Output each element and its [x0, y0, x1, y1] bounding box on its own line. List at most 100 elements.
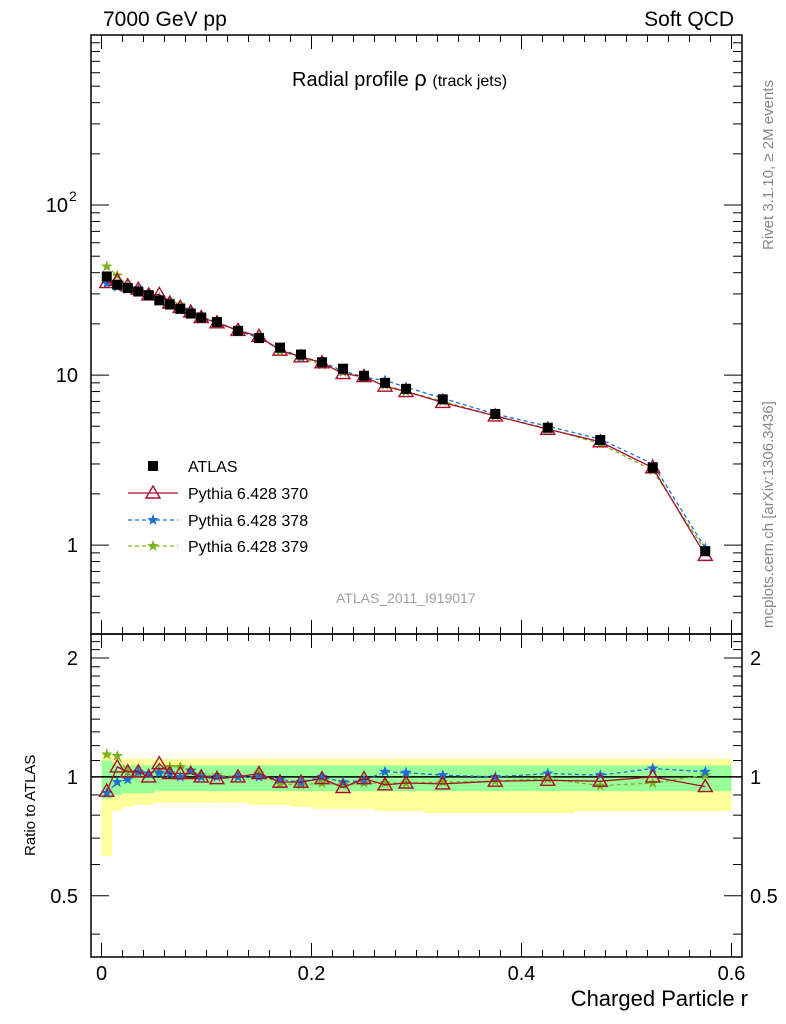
y-tick-exponent: 2: [69, 188, 77, 204]
legend-marker-pythia-6-428-370: [144, 484, 162, 499]
chart-title-sub: (track jets): [432, 73, 508, 90]
ratio-y-tick-label-right: 0.5: [750, 886, 778, 908]
ratio-point-pythia-6-428-379: [101, 748, 113, 760]
legend-label-atlas: ATLAS: [188, 459, 238, 476]
ratio-point-pythia-6-428-378: [153, 766, 165, 778]
ratio-point-pythia-6-428-378: [111, 776, 123, 787]
ratio-point-pythia-6-428-378: [379, 765, 391, 777]
ratio-point-pythia-6-428-370: [182, 765, 199, 780]
ratio-point-pythia-6-428-370: [161, 765, 178, 780]
ratio-y-tick-label: 0.5: [50, 886, 78, 908]
ratio-line-pythia-6-428-370: [106, 762, 706, 792]
x-tick-label: 0: [96, 963, 107, 985]
ratio-point-pythia-6-428-370: [644, 768, 661, 783]
data-point-atlas: [143, 290, 154, 301]
ratio-point-pythia-6-428-378: [274, 773, 286, 785]
ratio-point-pythia-6-428-378: [400, 766, 412, 778]
ratio-band-green-bin: [133, 765, 144, 794]
ratio-band-green-bin: [101, 760, 112, 799]
header-right-label: Soft QCD: [644, 8, 734, 31]
ratio-point-pythia-6-428-378: [437, 769, 449, 780]
data-point-atlas: [185, 308, 196, 319]
data-point-atlas: [490, 409, 501, 420]
y-tick-label: 10: [56, 365, 78, 387]
data-point-pythia-6-428-379: [101, 260, 113, 272]
data-point-atlas: [133, 286, 144, 297]
legend-label-pythia-6-428-378: Pythia 6.428 378: [188, 513, 308, 530]
ratio-point-pythia-6-428-370: [229, 768, 247, 783]
data-point-atlas: [275, 342, 285, 353]
data-point-pythia-6-428-370: [98, 274, 115, 289]
ratio-point-pythia-6-428-378: [174, 770, 186, 782]
ratio-band-green-bin: [424, 765, 469, 792]
legend-label-pythia-6-428-379: Pythia 6.428 379: [188, 539, 308, 556]
ratio-point-pythia-6-428-378: [489, 770, 501, 782]
ratio-point-pythia-6-428-379: [542, 772, 554, 784]
ratio-point-pythia-6-428-370: [208, 770, 226, 785]
legend-marker-pythia-6-428-378: [147, 514, 159, 525]
ratio-point-pythia-6-428-378: [699, 765, 711, 777]
data-point-atlas: [233, 325, 243, 336]
ratio-point-pythia-6-428-370: [98, 782, 115, 797]
series-line-pythia-6-428-378: [106, 282, 706, 549]
data-point-atlas: [164, 299, 175, 310]
x-tick-label: 0.6: [718, 963, 746, 985]
ratio-point-pythia-6-428-379: [594, 779, 606, 791]
ratio-point-pythia-6-428-370: [119, 763, 136, 778]
ratio-point-pythia-6-428-370: [193, 768, 210, 783]
data-point-atlas: [122, 283, 133, 294]
ratio-point-pythia-6-428-370: [697, 778, 714, 793]
legend-marker-pythia-6-428-379: [147, 540, 159, 551]
ratio-y-tick-label: 2: [67, 648, 78, 670]
data-point-pythia-6-428-379: [111, 269, 123, 281]
ratio-point-pythia-6-428-370: [592, 772, 609, 787]
ratio-point-pythia-6-428-378: [316, 770, 328, 782]
data-point-atlas: [175, 303, 186, 314]
ratio-point-pythia-6-428-378: [143, 767, 155, 779]
data-point-atlas: [338, 363, 348, 374]
data-point-atlas: [112, 279, 123, 290]
y-tick-label: 10: [46, 195, 68, 217]
chart-title-main: Radial profile: [292, 69, 409, 91]
ratio-point-pythia-6-428-370: [271, 773, 289, 788]
legend: ATLAS Pythia 6.428 370 Pythia 6.428 378 Pyt…: [128, 459, 308, 556]
ratio-point-pythia-6-428-378: [122, 773, 134, 785]
data-point-atlas: [647, 462, 658, 473]
ratio-point-pythia-6-428-370: [397, 774, 415, 789]
data-point-pythia-6-428-378: [101, 277, 113, 289]
data-point-atlas: [317, 357, 327, 368]
ratio-band-green-bin: [154, 765, 165, 792]
ratio-point-pythia-6-428-379: [274, 777, 286, 789]
y-tick-label: 1: [67, 535, 78, 557]
data-point-atlas: [101, 271, 112, 282]
data-point-atlas: [380, 377, 390, 388]
ratio-point-pythia-6-428-370: [130, 763, 147, 778]
data-point-atlas: [401, 383, 411, 394]
x-tick-label: 0.4: [508, 963, 536, 985]
ratio-point-pythia-6-428-370: [487, 772, 504, 787]
ratio-point-pythia-6-428-370: [376, 776, 394, 791]
ratio-point-pythia-6-428-378: [211, 770, 223, 782]
data-point-atlas: [296, 349, 306, 360]
ratio-point-pythia-6-428-370: [313, 770, 331, 785]
ratio-point-pythia-6-428-370: [140, 768, 157, 783]
data-point-atlas: [437, 394, 448, 405]
ratio-point-pythia-6-428-378: [647, 762, 659, 774]
data-point-atlas: [196, 312, 207, 323]
ratio-point-pythia-6-428-370: [172, 765, 189, 780]
ratio-point-pythia-6-428-379: [111, 749, 123, 761]
chart-title: Radial profile ρ (track jets): [292, 66, 507, 92]
ratio-y-tick-label-right: 2: [750, 648, 761, 670]
ratio-point-pythia-6-428-378: [253, 770, 265, 782]
ratio-point-pythia-6-428-379: [699, 769, 711, 780]
x-tick-label: 0.2: [298, 963, 326, 985]
ratio-band-green-bin: [143, 765, 154, 794]
data-point-atlas: [254, 333, 264, 344]
series-line-pythia-6-428-379: [106, 266, 706, 551]
data-point-atlas: [154, 295, 165, 306]
ratio-point-pythia-6-428-379: [437, 776, 449, 787]
ratio-point-pythia-6-428-370: [151, 755, 168, 770]
header-left-label: 7000 GeV pp: [103, 8, 227, 31]
legend-marker-atlas: [148, 461, 158, 471]
